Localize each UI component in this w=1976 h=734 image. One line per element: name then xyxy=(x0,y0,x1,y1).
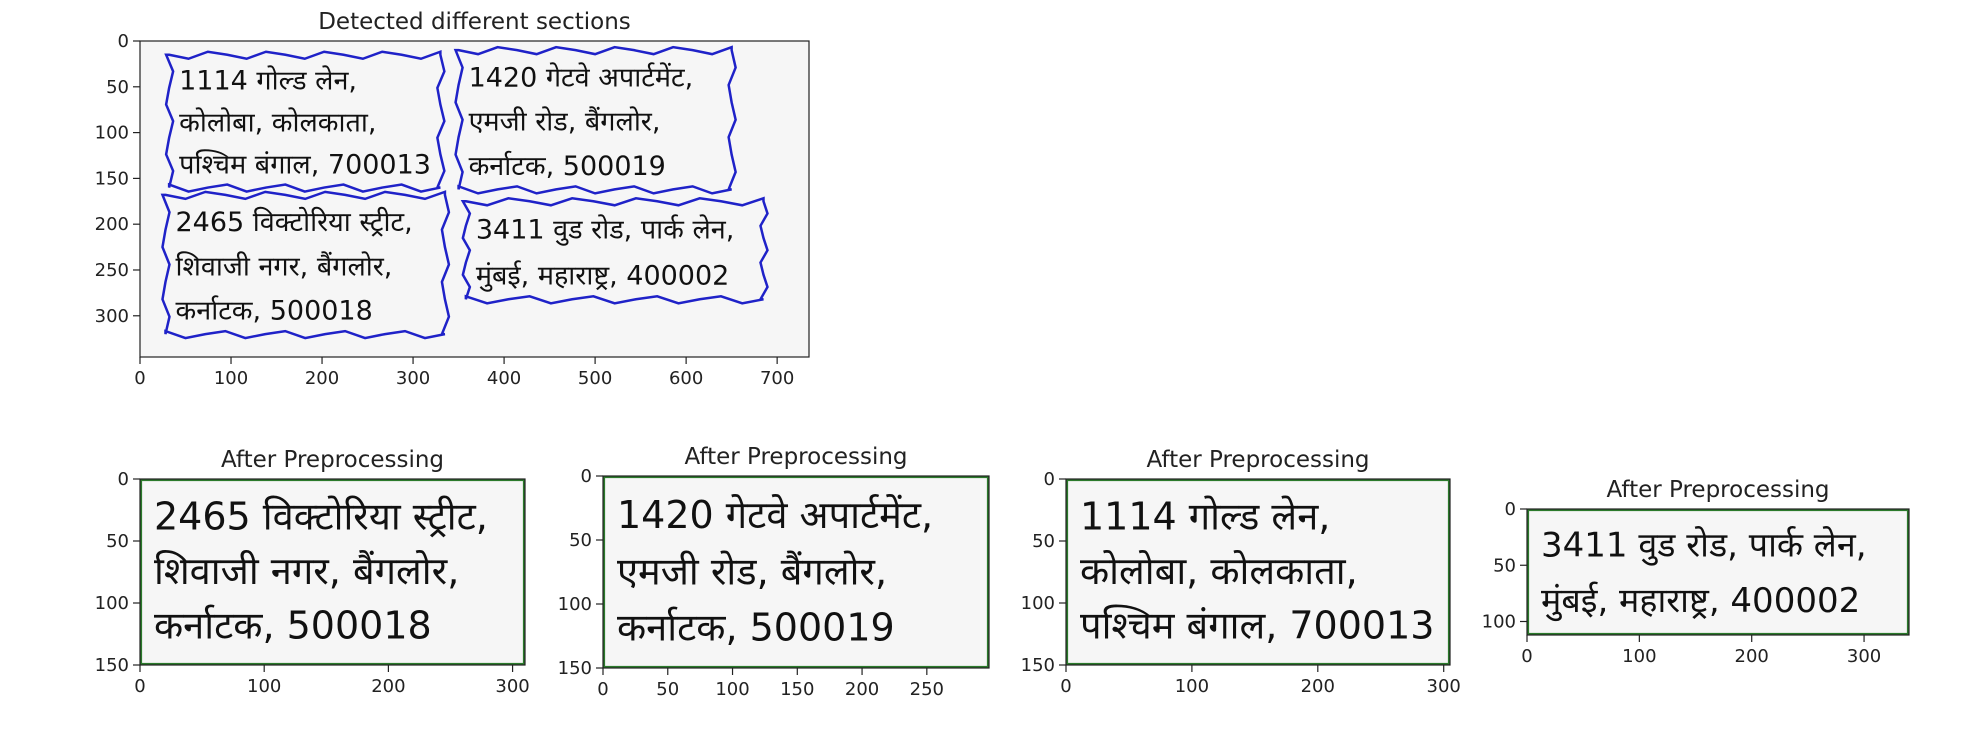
x-tick-label: 500 xyxy=(578,368,612,389)
image-background xyxy=(140,479,525,665)
axes-frame xyxy=(1065,478,1451,666)
section-text-line: 2465 विक्टोरिया स्ट्रीट, xyxy=(175,206,412,238)
x-tick-label: 0 xyxy=(1060,676,1071,697)
image-background xyxy=(1066,479,1450,665)
x-tick-label: 0 xyxy=(134,368,145,389)
section-contour xyxy=(460,196,769,305)
section-contour xyxy=(164,49,446,193)
section-contour xyxy=(453,45,737,195)
y-tick-label: 0 xyxy=(581,466,592,487)
section-contour xyxy=(160,190,451,340)
x-tick-label: 200 xyxy=(371,676,405,697)
section-text-line: कर्नाटक, 500019 xyxy=(469,150,666,182)
crop-border xyxy=(1065,478,1451,666)
crop-text-line: 2465 विक्टोरिया स्ट्रीट, xyxy=(154,494,488,538)
axes-frame xyxy=(1526,508,1910,636)
y-tick-label: 300 xyxy=(95,306,129,327)
crop-text-line: मुंबई, महाराष्ट्र, 400002 xyxy=(1541,581,1860,622)
crop-text-line: 1114 गोल्ड लेन, xyxy=(1080,494,1330,538)
y-tick-label: 0 xyxy=(118,469,129,490)
axes-frame xyxy=(602,475,990,669)
y-tick-label: 100 xyxy=(1021,593,1055,614)
y-tick-label: 50 xyxy=(569,530,592,551)
panel-title: After Preprocessing xyxy=(684,444,907,470)
x-tick-label: 200 xyxy=(305,368,339,389)
x-tick-label: 100 xyxy=(1175,676,1209,697)
x-tick-label: 700 xyxy=(760,368,794,389)
panel-0: Detected different sections 0 100 200 300 400… xyxy=(95,9,810,389)
x-tick-label: 200 xyxy=(845,679,879,700)
x-tick-label: 250 xyxy=(910,679,944,700)
y-tick-label: 200 xyxy=(95,214,129,235)
y-tick-label: 50 xyxy=(1032,531,1055,552)
section-text-line: 1420 गेटवे अपार्टमेंट, xyxy=(469,61,694,93)
section-text-line: एमजी रोड, बैंगलोर, xyxy=(469,106,661,138)
x-tick-label: 0 xyxy=(134,676,145,697)
x-tick-label: 100 xyxy=(715,679,749,700)
panel-title: After Preprocessing xyxy=(1606,477,1829,503)
crop-text-line: 3411 वुड रोड, पार्क लेन, xyxy=(1541,525,1867,566)
x-tick-label: 100 xyxy=(214,368,248,389)
section-text-line: कोलोबा, कोलकाता, xyxy=(179,106,376,138)
panel-3: After Preprocessing 0 100 200 300 0 50 100 150 11… xyxy=(1021,447,1461,697)
y-tick-label: 150 xyxy=(558,658,592,679)
crop-text-line: एमजी रोड, बैंगलोर, xyxy=(617,549,887,593)
y-tick-label: 50 xyxy=(1493,555,1516,576)
section-text-line: 3411 वुड रोड, पार्क लेन, xyxy=(476,214,735,247)
crop-border xyxy=(602,475,990,669)
image-background xyxy=(1527,509,1909,635)
y-tick-label: 150 xyxy=(95,168,129,189)
panel-2: After Preprocessing 0 50 100 150 200 250 0 50 100… xyxy=(558,444,990,700)
section-text-line: कर्नाटक, 500018 xyxy=(175,295,372,327)
axes-frame xyxy=(139,40,810,358)
section-text-line: 1114 गोल्ड लेन, xyxy=(179,64,357,96)
y-tick-label: 0 xyxy=(118,31,129,52)
x-tick-label: 300 xyxy=(495,676,529,697)
panel-title: Detected different sections xyxy=(318,9,631,35)
y-tick-label: 50 xyxy=(106,77,129,98)
x-tick-label: 200 xyxy=(1301,676,1335,697)
x-tick-label: 100 xyxy=(1622,646,1656,667)
y-tick-label: 50 xyxy=(106,531,129,552)
x-tick-label: 300 xyxy=(1427,676,1461,697)
crop-text-line: कर्नाटक, 500018 xyxy=(154,604,432,648)
y-tick-label: 100 xyxy=(1482,612,1516,633)
section-text-line: पश्चिम बंगाल, 700013 xyxy=(179,149,431,181)
y-tick-label: 0 xyxy=(1044,469,1055,490)
crop-text-line: कर्नाटक, 500019 xyxy=(617,606,895,650)
crop-border xyxy=(1526,508,1910,636)
crop-text-line: 1420 गेटवे अपार्टमेंट, xyxy=(617,493,933,537)
image-background xyxy=(603,476,989,668)
x-tick-label: 300 xyxy=(1847,646,1881,667)
x-tick-label: 0 xyxy=(597,679,608,700)
y-tick-label: 250 xyxy=(95,260,129,281)
axes-frame xyxy=(139,478,526,666)
crop-text-line: शिवाजी नगर, बैंगलोर, xyxy=(154,549,459,593)
x-tick-label: 600 xyxy=(669,368,703,389)
y-tick-label: 150 xyxy=(95,655,129,676)
crop-text-line: कोलोबा, कोलकाता, xyxy=(1080,549,1358,593)
panel-1: After Preprocessing 0 100 200 300 0 50 100 150 24… xyxy=(95,447,530,697)
x-tick-label: 300 xyxy=(396,368,430,389)
crop-border xyxy=(139,478,526,666)
x-tick-label: 150 xyxy=(780,679,814,700)
x-tick-label: 400 xyxy=(487,368,521,389)
y-tick-label: 0 xyxy=(1505,499,1516,520)
x-tick-label: 100 xyxy=(247,676,281,697)
x-tick-label: 0 xyxy=(1521,646,1532,667)
section-text-line: शिवाजी नगर, बैंगलोर, xyxy=(175,250,392,282)
x-tick-label: 200 xyxy=(1735,646,1769,667)
y-tick-label: 100 xyxy=(95,123,129,144)
y-tick-label: 100 xyxy=(558,594,592,615)
section-text-line: मुंबई, महाराष्ट्र, 400002 xyxy=(476,259,729,292)
panel-title: After Preprocessing xyxy=(221,447,444,473)
y-tick-label: 100 xyxy=(95,593,129,614)
x-tick-label: 50 xyxy=(656,679,679,700)
crop-text-line: पश्चिम बंगाल, 700013 xyxy=(1080,604,1434,648)
y-tick-label: 150 xyxy=(1021,655,1055,676)
panel-title: After Preprocessing xyxy=(1146,447,1369,473)
